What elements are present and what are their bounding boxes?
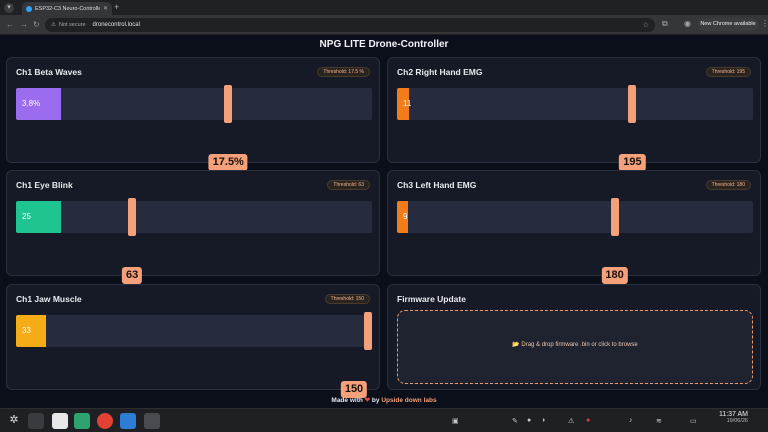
forward-icon[interactable]: → [20,20,28,29]
app-icon[interactable] [144,413,160,429]
signal-track[interactable]: 9 180 [397,198,753,284]
update-chrome-button[interactable]: New Chrome available [698,18,758,31]
threshold-value: 17.5% [208,154,248,171]
threshold-badge: Threshold: 17.5 % [317,67,370,77]
footer-by: by [371,397,380,404]
signal-value: 25 [22,212,31,221]
new-tab-icon[interactable]: + [114,2,120,12]
footer-prefix: Made with [331,397,363,404]
signal-value: 9 [403,212,408,221]
url-text[interactable]: dronecontrol.local [92,22,140,28]
channel-card: Ch1 Beta Waves Threshold: 17.5 % 3.8% 17.5% [6,57,380,171]
signal-track[interactable]: 33 150 [16,312,372,398]
extensions-icon[interactable]: ⧉ [662,19,668,28]
channel-name: Ch2 Right Hand EMG [397,67,483,77]
firmware-dropzone[interactable]: 📂 Drag & drop firmware .bin or click to … [397,310,753,384]
back-icon[interactable]: ← [6,20,14,29]
threshold-badge: Threshold: 180 [705,180,751,190]
signal-track[interactable]: 11 195 [397,85,753,171]
signal-value: 3.8% [22,99,41,108]
text-editor-icon[interactable] [52,413,68,429]
channel-name: Ch3 Left Hand EMG [397,180,477,190]
signal-fill [16,201,61,233]
taskbar: ✲ ▣ ✎ ● ◑ ⚠ ● ♪ ≋ ▭ 11:37 AM 19/06/26 [0,408,768,432]
clock[interactable]: 11:37 AM 19/06/26 [719,411,748,424]
url-input[interactable]: ⚠ Not secure dronecontrol.local ☆ [45,18,655,32]
footer-link[interactable]: Upside down labs [381,397,437,404]
signal-value: 33 [22,326,31,335]
page: NPG LITE Drone-Controller Ch1 Beta Waves… [0,36,768,408]
channel-name: Ch1 Eye Blink [16,180,73,190]
channel-card: Ch1 Eye Blink Threshold: 63 25 63 [6,170,380,284]
not-secure-icon[interactable]: ⚠ [51,22,56,28]
security-label[interactable]: Not secure [58,22,86,28]
tray-alert-icon[interactable]: ⚠ [568,418,575,425]
browser-tab[interactable]: ESP32-C3 Neuro-Controller ✕ [22,2,112,15]
tray-pen-icon[interactable]: ✎ [512,418,518,425]
firmware-card: Firmware Update 📂 Drag & drop firmware .… [387,284,761,390]
vscode-icon[interactable] [120,413,136,429]
tab-title: ESP32-C3 Neuro-Controller [35,5,100,12]
threshold-badge: Threshold: 63 [327,180,370,190]
footer: Made with ❤ by Upside down labs [0,396,768,404]
signal-track[interactable]: 25 63 [16,198,372,284]
tab-close-icon[interactable]: ✕ [102,6,108,12]
browser-menu-icon[interactable]: ⋮ [761,19,768,28]
threshold-badge: Threshold: 150 [324,294,370,304]
heart-icon: ❤ [364,397,371,404]
files-icon[interactable] [74,413,90,429]
channel-name: Ch1 Beta Waves [16,67,82,77]
bookmark-star-icon[interactable]: ☆ [642,22,649,29]
threshold-handle[interactable] [224,85,233,123]
tray-record-icon[interactable]: ● [586,417,591,424]
network-icon[interactable]: ≋ [656,418,662,425]
clock-date: 19/06/26 [726,418,748,424]
tray-indicator-icon[interactable]: ▣ [452,418,459,425]
tab-search-icon[interactable]: ▾ [4,3,14,13]
signal-value: 11 [403,99,412,108]
battery-icon[interactable]: ▭ [690,418,697,425]
clock-time: 11:37 AM [718,411,748,418]
tray-circle-icon[interactable]: ● [527,417,532,424]
threshold-value: 195 [619,154,646,171]
dropzone-text: 📂 Drag & drop firmware .bin or click to … [512,342,638,348]
firmware-title: Firmware Update [397,294,466,304]
terminal-icon[interactable] [28,413,44,429]
threshold-value: 150 [340,381,368,398]
signal-fill [397,201,408,233]
channel-card: Ch1 Jaw Muscle Threshold: 150 33 150 [6,284,380,398]
signal-track[interactable]: 3.8% 17.5% [16,85,372,171]
address-bar: ← → ↻ ⚠ Not secure dronecontrol.local ☆ … [0,15,768,35]
threshold-handle[interactable] [364,312,372,350]
channel-card: Ch2 Right Hand EMG Threshold: 195 11 195 [387,57,761,171]
threshold-handle[interactable] [128,198,137,236]
profile-icon[interactable]: ◉ [684,19,691,28]
threshold-value: 180 [601,267,628,284]
chrome-icon[interactable] [97,413,113,429]
tray-brightness-icon[interactable]: ◑ [541,417,546,424]
channel-name: Ch1 Jaw Muscle [16,294,82,304]
volume-icon[interactable]: ♪ [629,417,633,424]
page-title: NPG LITE Drone-Controller [319,39,449,50]
channel-card: Ch3 Left Hand EMG Threshold: 180 9 180 [387,170,761,284]
reload-icon[interactable]: ↻ [33,20,40,29]
threshold-badge: Threshold: 195 [705,67,751,77]
signal-fill [16,315,47,347]
threshold-value: 63 [122,267,143,284]
tab-bar: ▾ ESP32-C3 Neuro-Controller ✕ + [0,0,768,15]
threshold-handle[interactable] [610,198,619,236]
tab-favicon-icon [26,5,32,12]
launcher-icon[interactable]: ✲ [9,414,19,426]
threshold-handle[interactable] [628,85,637,123]
signal-fill [16,88,61,120]
signal-fill [397,88,410,120]
